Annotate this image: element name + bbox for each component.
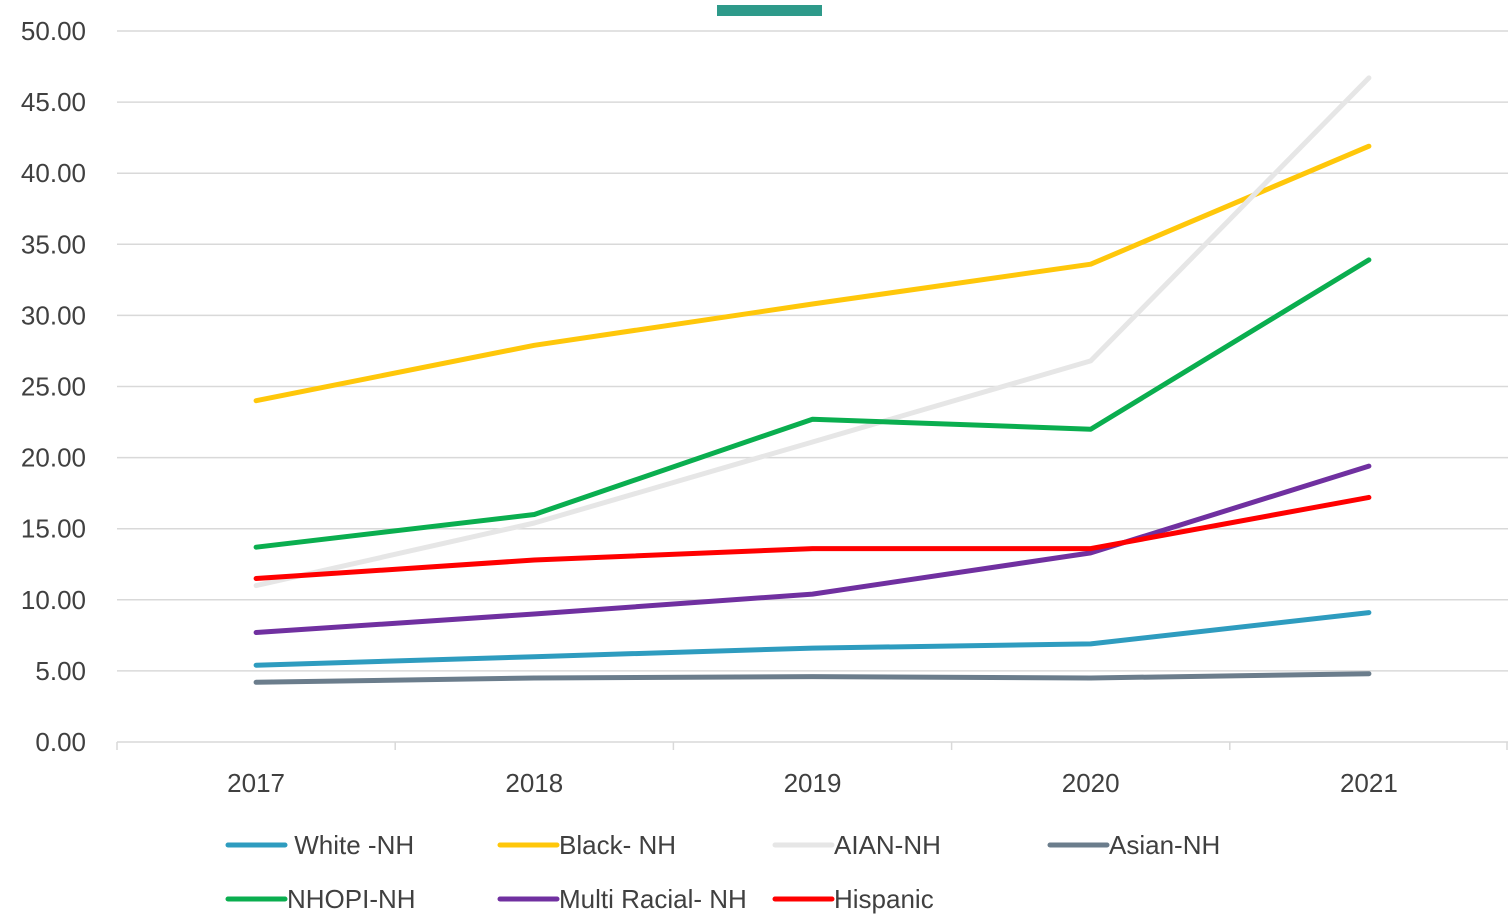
- y-tick-label: 25.00: [21, 372, 86, 402]
- y-tick-label: 30.00: [21, 300, 86, 330]
- legend-item: Asian-NH: [1047, 830, 1220, 860]
- y-axis-ticks: 0.00 5.00 10.00 15.00 20.00 25.00 30.00 35.00 40…: [21, 16, 86, 757]
- legend-item: NHOPI-NH: [225, 884, 416, 914]
- x-axis: 2017 2018 2019 2020 2021: [116, 741, 1508, 798]
- legend-label: AIAN-NH: [834, 830, 941, 860]
- y-tick-label: 40.00: [21, 158, 86, 188]
- legend-item: Hispanic: [772, 884, 934, 914]
- x-tick-label: 2019: [784, 768, 842, 798]
- legend-item: AIAN-NH: [772, 830, 941, 860]
- series-line-4: [253, 257, 1372, 550]
- legend-label: NHOPI-NH: [287, 884, 416, 914]
- y-tick-label: 10.00: [21, 585, 86, 615]
- series-line-3: [253, 671, 1372, 685]
- series-lines: [253, 75, 1372, 685]
- title-accent-bar: [717, 5, 822, 16]
- series-line-1: [253, 143, 1372, 404]
- series-line-5: [253, 463, 1372, 635]
- y-tick-label: 45.00: [21, 87, 86, 117]
- x-tick-label: 2018: [505, 768, 563, 798]
- legend: White -NH Black- NH AIAN-NH Asian-NH NHOPI-N…: [225, 830, 1220, 914]
- legend-label: Multi Racial- NH: [559, 884, 747, 914]
- legend-label: Hispanic: [834, 884, 934, 914]
- legend-label: White -NH: [287, 830, 414, 860]
- y-tick-label: 5.00: [35, 656, 86, 686]
- y-tick-label: 35.00: [21, 229, 86, 259]
- legend-label: Asian-NH: [1109, 830, 1220, 860]
- series-line-2: [253, 75, 1372, 589]
- legend-item: Black- NH: [497, 830, 676, 860]
- y-tick-label: 50.00: [21, 16, 86, 46]
- legend-label: Black- NH: [559, 830, 676, 860]
- x-tick-label: 2017: [227, 768, 285, 798]
- y-tick-label: 20.00: [21, 443, 86, 473]
- legend-item: White -NH: [225, 830, 414, 860]
- x-tick-label: 2021: [1340, 768, 1398, 798]
- gridlines: [117, 30, 1508, 672]
- y-tick-label: 0.00: [35, 727, 86, 757]
- y-tick-label: 15.00: [21, 514, 86, 544]
- legend-item: Multi Racial- NH: [497, 884, 747, 914]
- series-line-0: [253, 610, 1372, 668]
- series-line-6: [253, 494, 1372, 581]
- x-tick-label: 2020: [1062, 768, 1120, 798]
